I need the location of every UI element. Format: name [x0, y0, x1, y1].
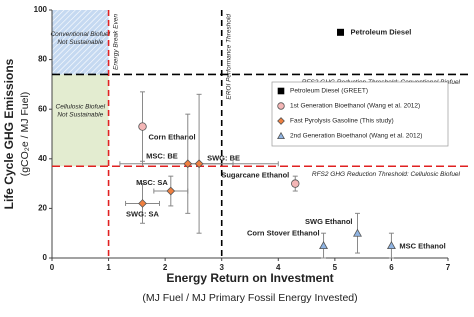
- y-axis-title: Life Cycle GHG Emissions: [2, 58, 16, 209]
- legend-label: 1st Generation Bioethanol (Wang et al. 2…: [290, 103, 420, 110]
- marker: [291, 179, 300, 188]
- legend-marker: [277, 117, 285, 125]
- x-tick-label: 4: [276, 263, 281, 272]
- point-label: SWG: BE: [207, 154, 240, 163]
- reference-label: RFS2 GHG Reduction Threshold: Cellulosic…: [312, 171, 461, 178]
- region-hatch: [52, 10, 109, 75]
- region-label: Cellulosic Biofuel Not Sustainable: [56, 103, 106, 118]
- x-tick-label: 1: [106, 263, 111, 272]
- legend-label: Fast Pyrolysis Gasoline (This study): [290, 118, 394, 125]
- marker: [138, 122, 147, 131]
- legend-label: 2nd Generation Bioethanol (Wang et al. 2…: [290, 133, 422, 140]
- y-tick-label: 20: [38, 204, 47, 213]
- y-tick-label: 80: [38, 55, 47, 64]
- point-label: Corn Ethanol: [149, 133, 196, 142]
- point-label: SWG: SA: [126, 209, 159, 218]
- point-label: Sugarcane Ethanol: [221, 171, 289, 180]
- legend-box: [271, 81, 449, 147]
- legend-label: Petroleum Diesel (GREET): [290, 88, 368, 95]
- marker: [337, 28, 345, 36]
- x-tick-label: 6: [389, 263, 394, 272]
- marker: [386, 240, 396, 250]
- y-tick-label: 100: [34, 5, 48, 14]
- marker: [138, 199, 147, 208]
- x-axis-title: Energy Return on Investment: [166, 271, 333, 285]
- point-label: MSC: BE: [146, 152, 178, 161]
- marker: [166, 186, 176, 196]
- marker: [194, 159, 204, 169]
- point-label: MSC: SA: [136, 178, 168, 187]
- x-tick-label: 0: [50, 263, 55, 272]
- y-tick-label: 60: [38, 104, 47, 113]
- marker: [353, 228, 362, 237]
- point-label: MSC Ethanol: [399, 242, 445, 251]
- reference-label: EROI Performance Threshold: [225, 14, 232, 100]
- point-label: Petroleum Diesel: [351, 27, 412, 36]
- legend-marker: [277, 87, 285, 95]
- y-axis-subtitle: (gCO₂e / MJ Fuel): [19, 92, 31, 177]
- x-tick-label: 3: [219, 263, 224, 272]
- x-tick-label: 5: [333, 263, 338, 272]
- legend-marker: [277, 131, 285, 140]
- y-tick-label: 40: [38, 154, 47, 163]
- point-label: Corn Stover Ethanol: [247, 229, 320, 238]
- reference-label: Energy Break Even: [112, 14, 119, 70]
- marker: [183, 159, 193, 169]
- legend-marker: [277, 102, 285, 110]
- marker: [319, 240, 329, 250]
- x-tick-label: 7: [446, 263, 451, 272]
- region-label: Conventional Biofuel Not Sustainable: [50, 31, 110, 46]
- region: [52, 74, 109, 167]
- x-axis-subtitle: (MJ Fuel / MJ Primary Fossil Energy Inve…: [142, 292, 357, 304]
- point-label: SWG Ethanol: [305, 217, 353, 226]
- x-tick-label: 2: [163, 263, 168, 272]
- y-tick-label: 0: [43, 253, 48, 262]
